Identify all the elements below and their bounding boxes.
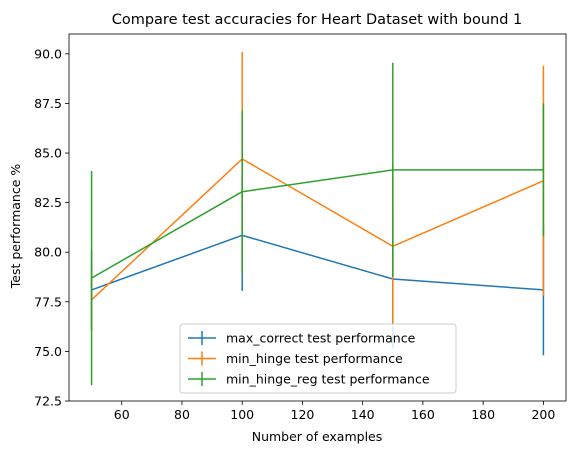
series-line: [91, 158, 544, 301]
x-tick-label: 120: [291, 407, 315, 422]
y-tick-label: 75.0: [34, 344, 62, 359]
x-tick-label: 60: [114, 407, 130, 422]
x-axis-label: Number of examples: [252, 429, 383, 444]
x-tick-label: 100: [230, 407, 254, 422]
y-tick-label: 87.5: [34, 96, 62, 111]
y-tick-label: 82.5: [34, 195, 62, 210]
legend-box: [179, 323, 457, 394]
series-line: [91, 234, 544, 291]
x-tick-label: 140: [351, 407, 375, 422]
y-tick-label: 77.5: [34, 294, 62, 309]
y-axis-label: Test performance %: [8, 164, 23, 290]
legend-label: min_hinge test performance: [226, 351, 403, 366]
x-tick-label: 180: [471, 407, 495, 422]
y-tick-label: 85.0: [34, 146, 62, 161]
series-line: [91, 169, 544, 279]
legend-label: min_hinge_reg test performance: [226, 372, 430, 387]
y-tick-label: 90.0: [34, 46, 62, 61]
x-tick-label: 200: [531, 407, 555, 422]
y-tick-label: 80.0: [34, 245, 62, 260]
x-tick-label: 80: [174, 407, 190, 422]
x-tick-label: 160: [411, 407, 435, 422]
series-2: [90, 62, 545, 386]
plot-frame: [68, 33, 567, 402]
legend-label: max_correct test performance: [226, 331, 416, 346]
axes: 60 80 100 120 140 160 180 200 72.5 75.0 77.5 80.0 82…: [34, 33, 567, 422]
chart-title: Compare test accuracies for Heart Datase…: [112, 12, 523, 28]
legend: max_correct test performance min_hinge te…: [179, 323, 457, 394]
y-tick-label: 72.5: [34, 394, 62, 409]
